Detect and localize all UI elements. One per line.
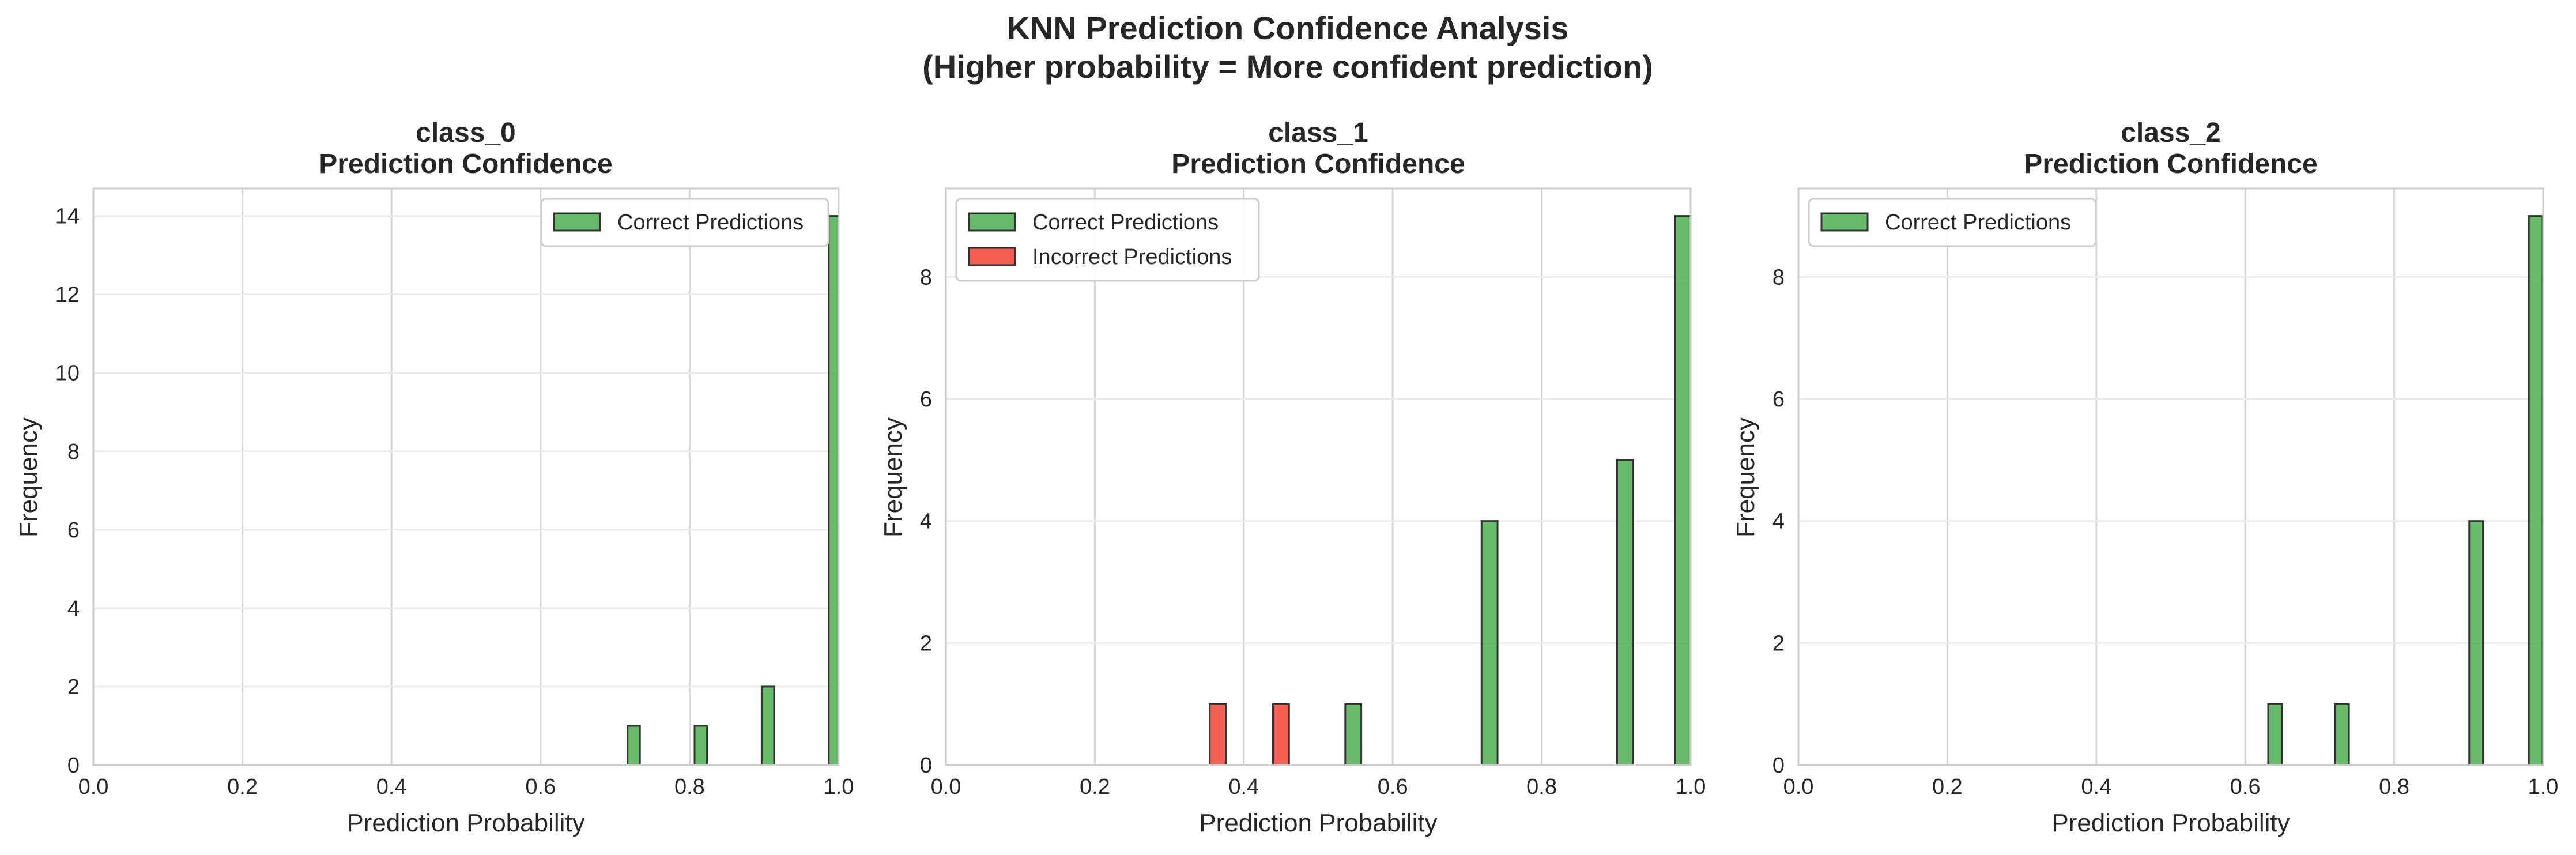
y-axis-label: Frequency bbox=[14, 417, 43, 537]
plot-frame bbox=[945, 187, 1692, 766]
figure-title-line1: KNN Prediction Confidence Analysis bbox=[1007, 10, 1569, 46]
incorrect-bar bbox=[1209, 703, 1227, 766]
correct-bar bbox=[1616, 459, 1634, 766]
plot-background bbox=[1798, 189, 2543, 765]
plot-frame bbox=[92, 187, 840, 766]
y-tick-label: 4 bbox=[1772, 510, 1785, 534]
correct-bar bbox=[1344, 703, 1363, 766]
x-tick-label: 0.4 bbox=[1228, 775, 1259, 799]
y-tick-label: 6 bbox=[920, 387, 932, 412]
legend-label: Correct Predictions bbox=[1885, 210, 2071, 235]
x-tick-label: 1.0 bbox=[2528, 775, 2559, 799]
correct-bar bbox=[760, 685, 775, 766]
x-tick-label: 0.6 bbox=[525, 775, 556, 799]
x-axis-label: Prediction Probability bbox=[1199, 809, 1437, 837]
x-tick-label: 1.0 bbox=[824, 775, 854, 799]
x-tick-label: 0.0 bbox=[1783, 775, 1814, 799]
y-tick-label: 0 bbox=[1772, 754, 1785, 778]
legend: Correct Predictions bbox=[1808, 198, 2097, 247]
plot-area bbox=[1797, 187, 2544, 766]
panel-title-line2: Prediction Confidence bbox=[2024, 149, 2317, 179]
correct-bar bbox=[1480, 520, 1499, 766]
x-tick-label: 0.0 bbox=[78, 775, 109, 799]
y-tick-label: 2 bbox=[67, 675, 80, 699]
y-tick-label: 0 bbox=[67, 754, 80, 778]
legend-swatch bbox=[968, 247, 1016, 266]
legend-box bbox=[540, 198, 829, 247]
legend-box bbox=[1808, 198, 2097, 247]
y-tick-label: 0 bbox=[920, 754, 932, 778]
legend-label: Correct Predictions bbox=[1032, 210, 1219, 235]
plot-background bbox=[946, 189, 1691, 765]
x-tick-label: 0.8 bbox=[674, 775, 705, 799]
panel-title-line1: class_2 bbox=[2121, 118, 2221, 148]
correct-bar bbox=[1674, 215, 1692, 766]
legend-swatch bbox=[968, 212, 1016, 232]
y-axis-label: Frequency bbox=[1732, 417, 1760, 537]
legend-swatch bbox=[553, 212, 601, 232]
correct-bar bbox=[828, 215, 840, 766]
panel-title-line1: class_1 bbox=[1268, 118, 1368, 148]
y-tick-label: 4 bbox=[67, 597, 80, 621]
y-tick-label: 4 bbox=[920, 510, 932, 534]
legend: Correct Predictions Incorrect Predictions bbox=[955, 198, 1260, 282]
y-tick-label: 8 bbox=[67, 440, 80, 464]
x-tick-label: 0.8 bbox=[1526, 775, 1557, 799]
y-tick-label: 2 bbox=[1772, 631, 1785, 656]
x-tick-label: 0.2 bbox=[1080, 775, 1110, 799]
panel-class-2: class_2 Prediction Confidence Prediction… bbox=[1732, 118, 2558, 837]
incorrect-bar bbox=[1272, 703, 1290, 766]
correct-bar bbox=[2528, 215, 2544, 766]
plot-background bbox=[93, 189, 839, 765]
x-tick-label: 0.4 bbox=[2081, 775, 2111, 799]
y-tick-label: 2 bbox=[920, 631, 932, 656]
plot-area bbox=[92, 187, 840, 766]
x-axis-label: Prediction Probability bbox=[2051, 809, 2290, 837]
correct-bar bbox=[2334, 703, 2350, 766]
y-tick-label: 12 bbox=[55, 283, 80, 307]
plot-area bbox=[945, 187, 1692, 766]
x-axis-label: Prediction Probability bbox=[346, 809, 584, 837]
legend-label: Incorrect Predictions bbox=[1032, 245, 1232, 269]
panel-title-line2: Prediction Confidence bbox=[1171, 149, 1465, 179]
legend-label: Correct Predictions bbox=[617, 210, 804, 235]
correct-bar bbox=[693, 725, 708, 766]
legend: Correct Predictions bbox=[540, 198, 829, 247]
x-tick-label: 0.4 bbox=[376, 775, 407, 799]
legend-box bbox=[955, 198, 1260, 282]
x-tick-label: 0.0 bbox=[931, 775, 961, 799]
x-tick-label: 1.0 bbox=[1676, 775, 1706, 799]
figure-title-line2: (Higher probability = More confident pre… bbox=[922, 48, 1653, 85]
y-tick-label: 8 bbox=[1772, 265, 1785, 289]
correct-bar bbox=[627, 725, 641, 766]
panel-class-0: class_0 Prediction Confidence Prediction… bbox=[14, 118, 854, 837]
y-tick-label: 14 bbox=[55, 205, 80, 229]
y-axis-label: Frequency bbox=[879, 417, 907, 537]
correct-bar bbox=[2468, 520, 2484, 766]
panel-class-1: class_1 Prediction Confidence Prediction… bbox=[879, 118, 1706, 837]
panel-title-line2: Prediction Confidence bbox=[319, 149, 612, 179]
panel-title-line1: class_0 bbox=[416, 118, 516, 148]
y-tick-label: 6 bbox=[67, 518, 80, 543]
legend-swatch bbox=[1820, 212, 1869, 232]
x-tick-label: 0.6 bbox=[2230, 775, 2261, 799]
y-tick-label: 10 bbox=[55, 361, 80, 386]
x-tick-label: 0.6 bbox=[1378, 775, 1408, 799]
x-tick-label: 0.2 bbox=[227, 775, 258, 799]
x-tick-label: 0.8 bbox=[2379, 775, 2409, 799]
y-tick-label: 8 bbox=[920, 265, 932, 289]
x-tick-label: 0.2 bbox=[1932, 775, 1963, 799]
correct-bar bbox=[2267, 703, 2283, 766]
plot-frame bbox=[1797, 187, 2544, 766]
y-tick-label: 6 bbox=[1772, 387, 1785, 412]
